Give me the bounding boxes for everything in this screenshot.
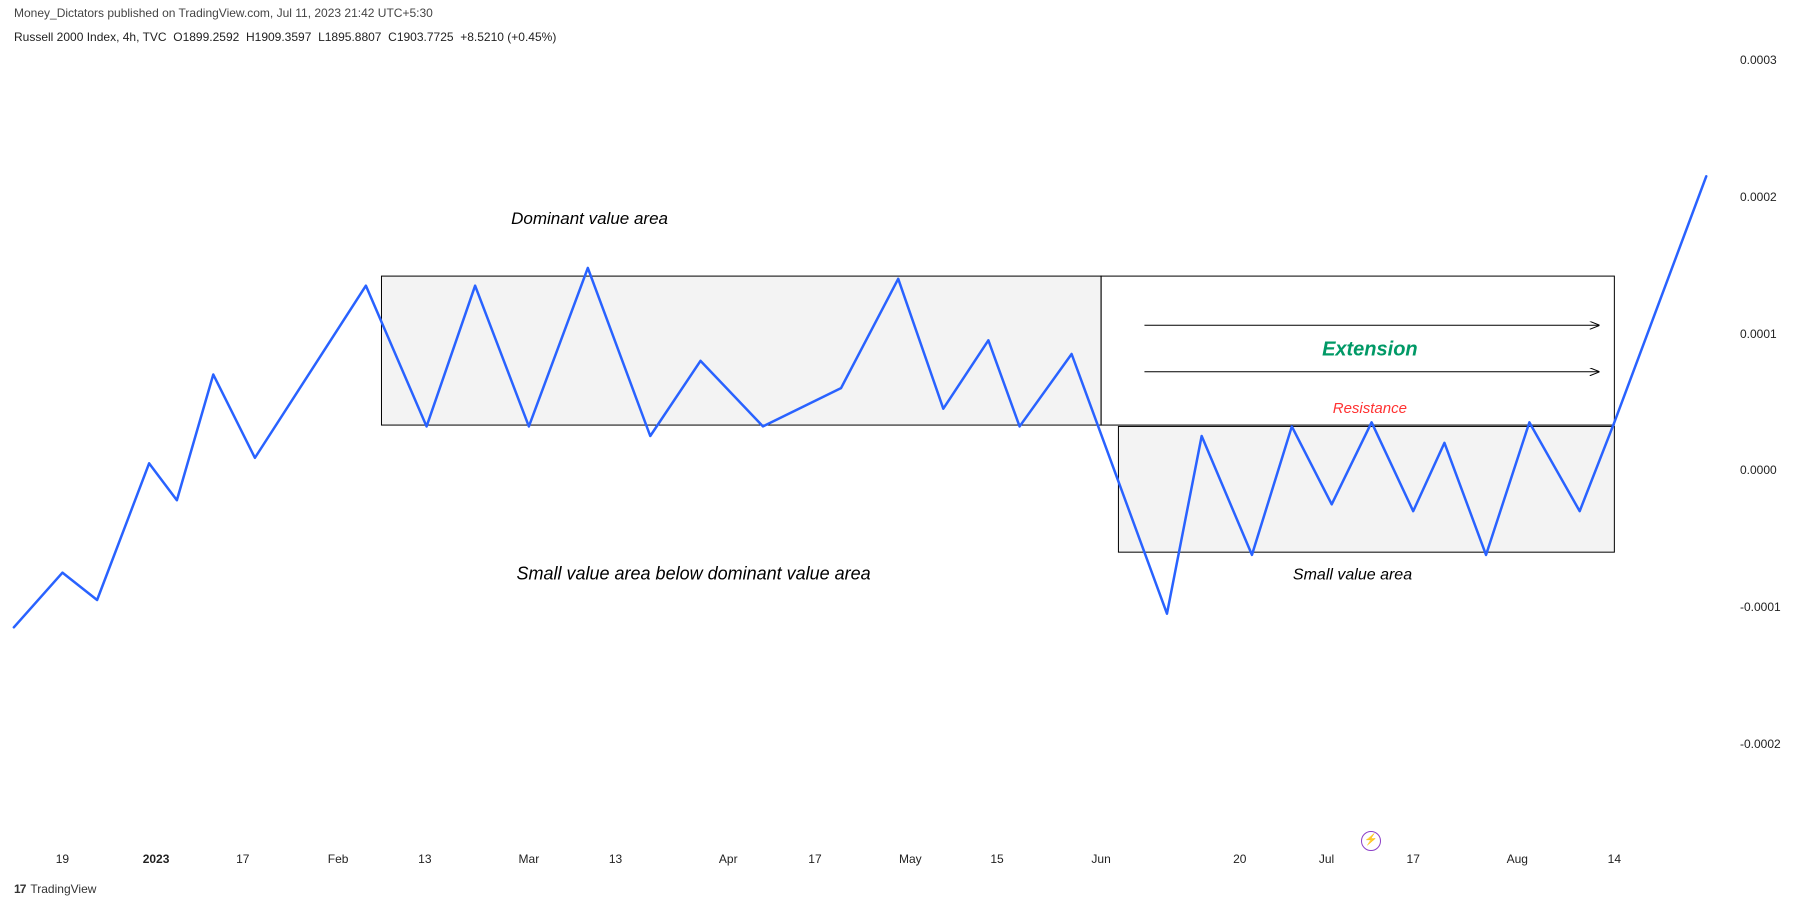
tv-mark-icon: 17 — [14, 882, 26, 896]
y-tick-label: 0.0003 — [1740, 53, 1777, 67]
chart-container: Money_Dictators published on TradingView… — [0, 0, 1794, 900]
x-tick-label: 17 — [236, 852, 249, 866]
x-tick-label: 20 — [1233, 852, 1246, 866]
publish-info: Money_Dictators published on TradingView… — [14, 6, 433, 20]
center-caption: Small value area below dominant value ar… — [516, 564, 870, 584]
x-tick-label: Feb — [328, 852, 349, 866]
small-value-area[interactable] — [1118, 426, 1614, 552]
chart-svg: Dominant value area Small value area belo… — [0, 26, 1734, 846]
y-tick-label: 0.0000 — [1740, 463, 1777, 477]
brand-text: TradingView — [30, 882, 96, 896]
x-tick-label: Apr — [719, 852, 738, 866]
x-tick-label: 2023 — [143, 852, 170, 866]
y-axis: 0.0003 0.0002 0.0001 0.0000 -0.0001 -0.0002 — [1734, 26, 1794, 846]
x-tick-label: 15 — [990, 852, 1003, 866]
x-tick-label: 13 — [609, 852, 622, 866]
x-tick-label: 19 — [56, 852, 69, 866]
x-axis: 19 2023 17 Feb 13 Mar 13 Apr 17 May 15 Jun 20 Jul 17 Au… — [0, 846, 1734, 876]
y-tick-label: -0.0002 — [1740, 737, 1781, 751]
x-tick-label: Jul — [1319, 852, 1334, 866]
extension-label: Extension — [1322, 338, 1418, 360]
x-tick-label: May — [899, 852, 922, 866]
x-tick-label: Jun — [1091, 852, 1110, 866]
x-tick-label: 17 — [1407, 852, 1420, 866]
dominant-label: Dominant value area — [511, 209, 668, 228]
x-tick-label: 14 — [1608, 852, 1621, 866]
small-area-label: Small value area — [1293, 567, 1412, 584]
tradingview-logo[interactable]: 17 TradingView — [14, 882, 96, 896]
x-tick-label: Mar — [519, 852, 540, 866]
x-tick-label: Aug — [1507, 852, 1528, 866]
chart-plot-area[interactable]: Dominant value area Small value area belo… — [0, 26, 1734, 846]
y-tick-label: -0.0001 — [1740, 600, 1781, 614]
y-tick-label: 0.0001 — [1740, 327, 1777, 341]
y-tick-label: 0.0002 — [1740, 190, 1777, 204]
resistance-label: Resistance — [1333, 400, 1407, 417]
x-tick-label: 13 — [418, 852, 431, 866]
x-tick-label: 17 — [808, 852, 821, 866]
lightning-icon[interactable]: ⚡ — [1361, 831, 1381, 851]
